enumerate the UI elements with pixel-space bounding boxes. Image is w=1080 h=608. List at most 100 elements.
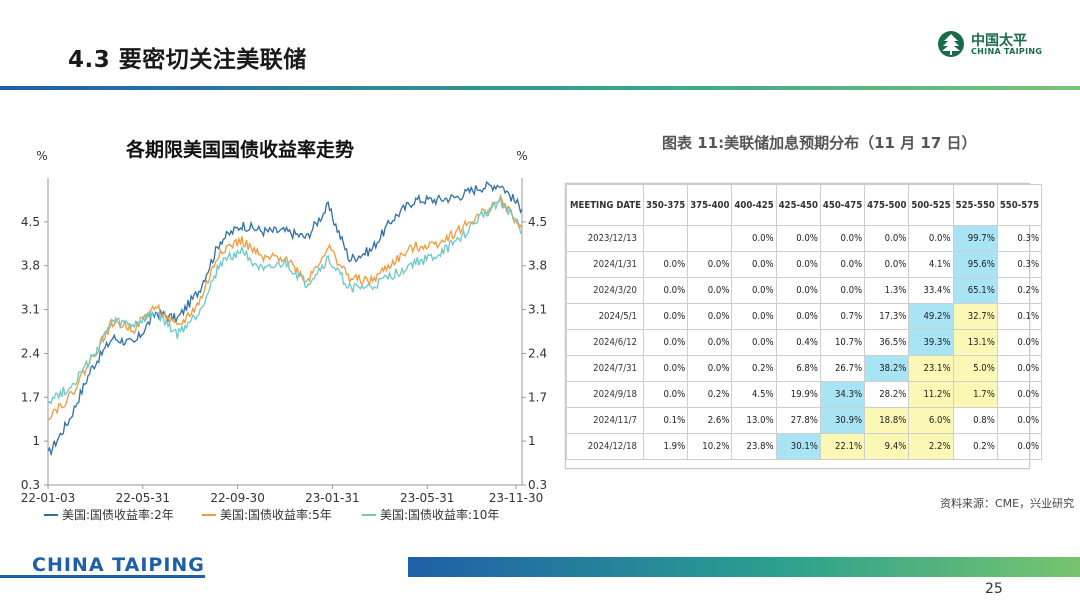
table-row: 2024/3/20 0.0% 0.0% 0.0% 0.0% 0.0% 1.3% 33.4% 65… [566, 277, 1043, 304]
probability-cell: 0.0% [687, 277, 733, 304]
table-row: 2024/6/12 0.0% 0.0% 0.0% 0.4% 10.7% 36.5% 39.3%… [566, 329, 1043, 356]
header-rate-525-550: 525-550 [952, 184, 998, 226]
probability-cell [642, 225, 689, 252]
meeting-date-cell: 2024/1/31 [566, 251, 644, 278]
table-row: 2024/9/18 0.0% 0.2% 4.5% 19.9% 34.3% 28.2% 11.2… [566, 381, 1043, 408]
probability-cell: 11.2% [908, 381, 954, 408]
probability-cell: 39.3% [908, 329, 954, 356]
company-logo: 中国太平 CHINA TAIPING [937, 28, 1047, 60]
probability-cell: 30.9% [819, 407, 866, 434]
yield-chart-svg: % % 0.3 0.3 1 1 1.7 1.7 2.4 2.4 3.1 3.1 3.8 3.8 4.5 4.5… [21, 149, 547, 522]
probability-cell: 65.1% [952, 277, 998, 304]
footer-brand: CHINA TAIPING [32, 554, 205, 576]
header-rate-550-575: 550-575 [996, 184, 1043, 226]
probability-cell: 23.8% [731, 433, 777, 460]
y-tick-label-right: 2.4 [528, 346, 547, 360]
source-note: 资料来源：CME，兴业研究 [940, 497, 1075, 510]
probability-cell: 26.7% [819, 355, 866, 382]
footer-gradient-bar [408, 557, 1080, 577]
probability-cell: 5.0% [952, 355, 998, 382]
header-rate-400-425: 400-425 [731, 184, 777, 226]
probability-cell: 0.0% [996, 407, 1043, 434]
probability-cell: 1.3% [864, 277, 910, 304]
page-number: 25 [985, 581, 1003, 597]
title-divider [0, 86, 1080, 90]
probability-cell: 13.1% [952, 329, 998, 356]
meeting-date-cell: 2024/9/18 [566, 381, 644, 408]
probability-cell: 32.7% [952, 303, 998, 330]
probability-cell: 0.0% [642, 381, 689, 408]
probability-cell: 0.0% [687, 303, 733, 330]
y-tick-label-left: 3.1 [21, 303, 40, 317]
probability-cell: 30.1% [775, 433, 821, 460]
probability-cell: 0.1% [642, 407, 689, 434]
probability-cell: 0.0% [642, 355, 689, 382]
probability-cell: 0.0% [819, 225, 866, 252]
probability-cell: 0.0% [731, 277, 777, 304]
probability-cell: 0.0% [775, 303, 821, 330]
header-rate-450-475: 450-475 [819, 184, 866, 226]
probability-cell: 0.0% [775, 251, 821, 278]
probability-cell: 27.8% [775, 407, 821, 434]
header-rate-350-375: 350-375 [642, 184, 689, 226]
probability-cell: 0.0% [642, 277, 689, 304]
y-tick-label-right: 4.5 [528, 215, 547, 229]
probability-cell: 0.0% [687, 251, 733, 278]
table-caption: 图表 11:美联储加息预期分布（11 月 17 日） [662, 134, 977, 152]
probability-cell: 4.1% [908, 251, 954, 278]
y-tick-label-left: 1.7 [21, 390, 40, 404]
probability-cell: 10.7% [819, 329, 866, 356]
y-tick-label-right: 0.3 [528, 478, 547, 492]
probability-cell: 0.0% [642, 251, 689, 278]
meeting-date-cell: 2024/3/20 [566, 277, 644, 304]
yield-chart: %% 0.3 0.3 1 1 1.7 1.7 2.4 2.4 3.1 3.1 3.8 3.8 4.5 4.5… [0, 140, 560, 540]
probability-cell: 1.7% [952, 381, 998, 408]
probability-cell: 0.0% [775, 225, 821, 252]
y-tick-label-right: 1 [528, 434, 536, 448]
meeting-date-cell: 2024/11/7 [566, 407, 644, 434]
probability-cell: 28.2% [864, 381, 910, 408]
meeting-date-cell: 2024/12/18 [566, 433, 644, 460]
probability-cell: 38.2% [864, 355, 910, 382]
probability-cell: 0.0% [908, 225, 954, 252]
probability-cell: 33.4% [908, 277, 954, 304]
y-unit-right: % [516, 149, 527, 163]
probability-cell: 0.0% [819, 251, 866, 278]
table-row: 2024/5/1 0.0% 0.0% 0.0% 0.0% 0.7% 17.3% 49.2% 32… [566, 303, 1043, 330]
probability-cell: 10.2% [687, 433, 733, 460]
probability-cell: 0.0% [819, 277, 866, 304]
probability-cell: 0.0% [996, 433, 1043, 460]
x-tick-label: 22-05-31 [116, 491, 170, 505]
header-rate-375-400: 375-400 [687, 184, 733, 226]
probability-cell: 9.4% [864, 433, 910, 460]
probability-cell: 4.5% [731, 381, 777, 408]
probability-cell: 95.6% [952, 251, 998, 278]
probability-cell: 0.2% [687, 381, 733, 408]
header-rate-475-500: 475-500 [864, 184, 910, 226]
x-tick-label: 22-01-03 [21, 491, 75, 505]
probability-cell: 0.0% [642, 329, 689, 356]
probability-cell: 0.0% [996, 381, 1043, 408]
probability-cell: 0.0% [642, 303, 689, 330]
probability-cell: 6.8% [775, 355, 821, 382]
probability-cell: 0.2% [996, 277, 1043, 304]
x-tick-label: 23-11-30 [489, 491, 543, 505]
y-tick-label-left: 4.5 [21, 215, 40, 229]
y-tick-label-right: 1.7 [528, 390, 547, 404]
probability-cell: 17.3% [864, 303, 910, 330]
fed-probability-table-frame: MEETING DATE 350-375 375-400 400-425 425-450… [565, 183, 1043, 469]
y-tick-label-left: 3.8 [21, 259, 40, 273]
table-row: 2024/1/31 0.0% 0.0% 0.0% 0.0% 0.0% 0.0% 4.1% 95.… [566, 251, 1043, 278]
probability-cell: 36.5% [864, 329, 910, 356]
header-meeting-date: MEETING DATE [566, 184, 644, 226]
probability-cell: 13.0% [731, 407, 777, 434]
table-row: 2024/11/7 0.1% 2.6% 13.0% 27.8% 30.9% 18.8% 6.0… [566, 407, 1043, 434]
probability-cell: 0.4% [775, 329, 821, 356]
probability-cell: 0.0% [864, 225, 910, 252]
probability-cell: 0.0% [731, 251, 777, 278]
probability-cell: 0.0% [687, 329, 733, 356]
probability-cell: 0.0% [996, 355, 1043, 382]
table-header-row: MEETING DATE 350-375 375-400 400-425 425-450… [566, 184, 1043, 226]
probability-cell: 0.7% [819, 303, 866, 330]
header-rate-425-450: 425-450 [775, 184, 821, 226]
